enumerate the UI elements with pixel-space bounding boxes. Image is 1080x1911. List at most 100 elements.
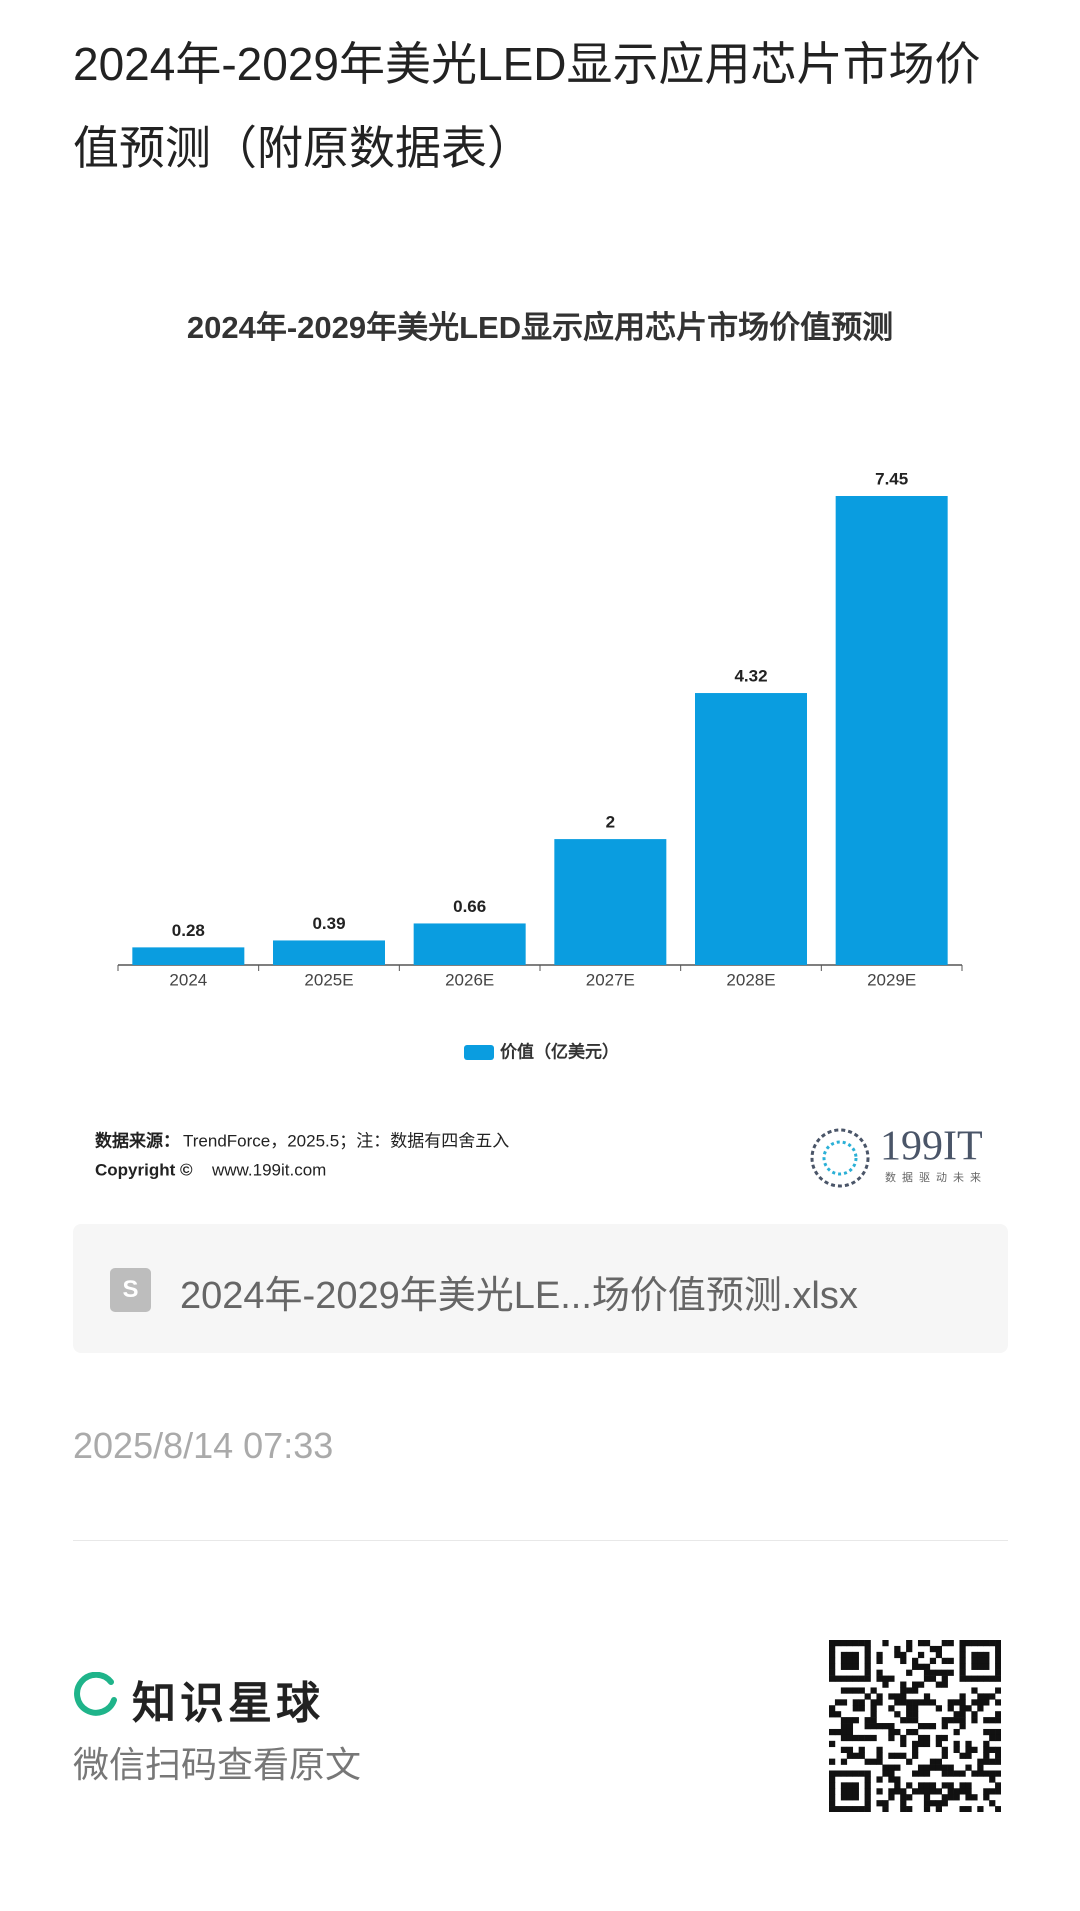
qr-module — [995, 1640, 1001, 1647]
qr-module — [953, 1717, 960, 1724]
qr-module — [989, 1758, 996, 1765]
qr-module — [852, 1788, 859, 1795]
qr-module — [858, 1699, 865, 1706]
qr-module — [882, 1800, 889, 1807]
qr-module — [846, 1746, 854, 1753]
qr-module — [923, 1640, 931, 1647]
qr-module — [923, 1764, 931, 1771]
qr-module — [995, 1782, 1001, 1789]
qr-module — [989, 1717, 996, 1724]
qr-module — [846, 1734, 854, 1742]
logo-slogan: 数据驱动未来 — [885, 1170, 987, 1184]
qr-module — [959, 1693, 966, 1700]
qr-module — [864, 1640, 871, 1647]
x-tick-label: 2028E — [726, 970, 775, 989]
qr-module — [888, 1675, 895, 1682]
qr-module — [983, 1758, 990, 1765]
source-text: TrendForce，2025.5；注：数据有四舍五入 — [183, 1131, 509, 1150]
qr-module — [959, 1705, 966, 1712]
qr-module — [929, 1800, 937, 1807]
qr-module — [953, 1794, 960, 1801]
qr-module — [929, 1669, 937, 1676]
qr-module — [947, 1717, 954, 1724]
attachment-card[interactable]: S 2024年-2029年美光LE...场价值预测.xlsx — [73, 1224, 1008, 1353]
qr-module — [953, 1728, 960, 1736]
qr-module — [858, 1640, 865, 1647]
bar — [835, 496, 948, 965]
qr-module — [829, 1640, 836, 1647]
qr-module — [995, 1645, 1001, 1653]
qr-module — [858, 1770, 865, 1777]
qr-module — [876, 1693, 883, 1700]
qr-module — [989, 1788, 996, 1795]
qr-module — [852, 1770, 859, 1777]
qr-module — [989, 1640, 996, 1647]
logo-text: 199IT — [880, 1124, 983, 1170]
qr-code[interactable] — [829, 1640, 1001, 1812]
qr-module — [912, 1740, 919, 1748]
qr-module — [912, 1728, 919, 1736]
qr-module — [829, 1663, 836, 1670]
qr-module — [840, 1794, 848, 1801]
x-tick-label: 2026E — [445, 970, 494, 989]
qr-module — [882, 1681, 889, 1688]
qr-module — [876, 1657, 883, 1665]
qr-module — [917, 1663, 925, 1670]
qr-module — [870, 1717, 877, 1724]
qr-module — [947, 1669, 954, 1676]
qr-module — [983, 1752, 990, 1759]
qr-module — [834, 1770, 842, 1777]
qr-module — [829, 1711, 836, 1718]
qr-module — [947, 1640, 954, 1647]
qr-module — [888, 1788, 895, 1795]
qr-module — [977, 1693, 984, 1700]
qr-module — [947, 1764, 954, 1771]
qr-module — [834, 1640, 842, 1647]
qr-module — [953, 1740, 960, 1748]
qr-module — [941, 1734, 948, 1742]
qr-module — [917, 1782, 925, 1789]
qr-module — [923, 1734, 931, 1742]
qr-module — [959, 1782, 966, 1789]
qr-module — [894, 1788, 901, 1795]
qr-module — [965, 1794, 972, 1801]
qr-module — [983, 1728, 990, 1736]
legend-swatch — [464, 1045, 494, 1060]
qr-module — [846, 1770, 854, 1777]
qr-module — [834, 1728, 842, 1736]
qr-module — [935, 1705, 942, 1712]
qr-module — [912, 1687, 919, 1694]
qr-module — [983, 1770, 990, 1777]
qr-module — [870, 1734, 877, 1742]
qr-module — [959, 1717, 966, 1724]
qr-module — [959, 1711, 966, 1718]
qr-module — [941, 1782, 948, 1789]
qr-module — [977, 1675, 984, 1682]
qr-module — [995, 1687, 1001, 1694]
qr-module — [941, 1770, 948, 1777]
qr-module — [864, 1723, 871, 1730]
qr-module — [858, 1705, 865, 1712]
qr-module — [971, 1794, 978, 1801]
qr-module — [995, 1651, 1001, 1659]
qr-module — [888, 1770, 895, 1777]
qr-module — [894, 1728, 901, 1736]
qr-module — [947, 1794, 954, 1801]
qr-module — [906, 1699, 913, 1706]
qr-module — [829, 1794, 836, 1801]
qr-module — [923, 1675, 931, 1682]
qr-module — [852, 1794, 859, 1801]
qr-module — [906, 1669, 913, 1676]
qr-module — [876, 1746, 883, 1753]
bar — [695, 693, 807, 965]
qr-module — [917, 1770, 925, 1777]
qr-module — [983, 1640, 990, 1647]
qr-module — [829, 1669, 836, 1676]
qr-module — [912, 1717, 919, 1724]
date: 2025/8/14 07:33 — [73, 1425, 334, 1466]
qr-module — [846, 1663, 854, 1670]
qr-module — [995, 1788, 1001, 1795]
qr-module — [941, 1752, 948, 1759]
qr-module — [888, 1794, 895, 1801]
qr-module — [906, 1728, 913, 1736]
